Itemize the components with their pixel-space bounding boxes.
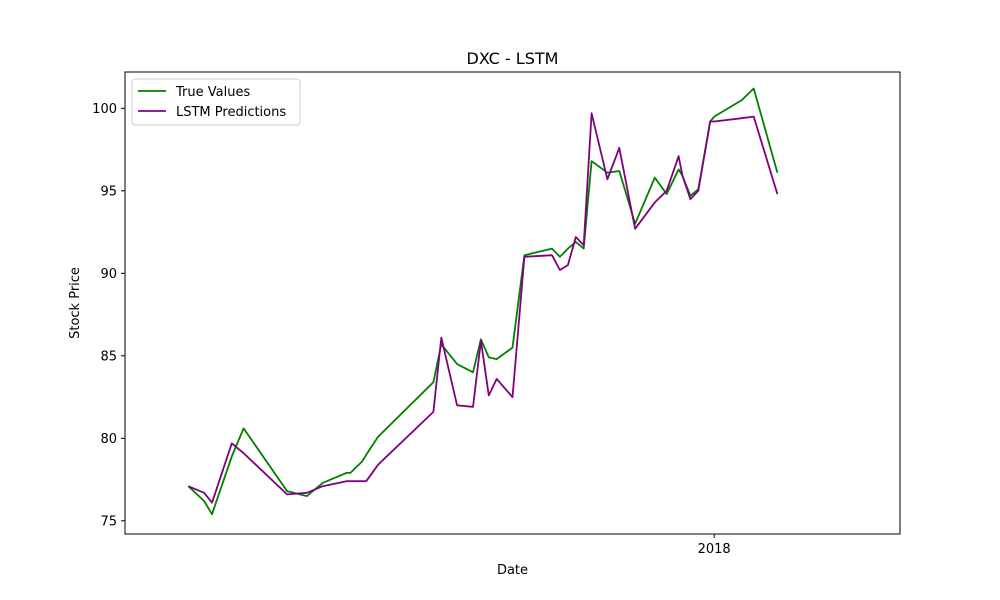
x-tick-label: 2018: [698, 542, 731, 557]
x-axis: 2018: [698, 534, 731, 557]
y-axis-label: Stock Price: [68, 267, 83, 339]
y-tick-label: 80: [100, 432, 117, 447]
y-tick-label: 100: [92, 102, 117, 117]
y-axis: 75 80 85 90 95 100: [92, 102, 125, 529]
y-tick-label: 75: [100, 514, 117, 529]
chart-title: DXC - LSTM: [467, 49, 559, 68]
y-tick-label: 95: [100, 184, 117, 199]
legend-label-true-values: True Values: [175, 85, 250, 100]
plot-frame: [124, 71, 901, 535]
legend-box: [131, 78, 301, 126]
legend: True Values LSTM Predictions: [131, 78, 301, 126]
x-axis-label: Date: [497, 563, 528, 578]
series-line-lstm-predictions: [187, 112, 779, 504]
series-layer: [187, 87, 779, 516]
y-tick-label: 90: [100, 267, 117, 282]
y-tick-label: 85: [100, 349, 117, 364]
legend-label-lstm-predictions: LSTM Predictions: [176, 105, 286, 120]
